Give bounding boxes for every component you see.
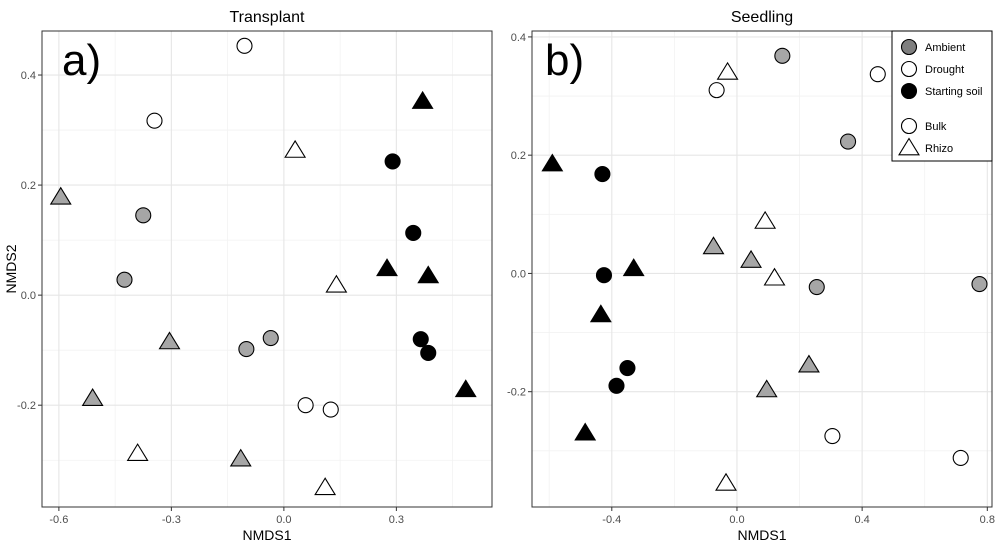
legend-item-drought: Drought (900, 60, 964, 78)
point-ambient-rhizo (702, 236, 725, 255)
point-starting-soil-rhizo (541, 153, 564, 172)
x-tick-label: -0.4 (602, 514, 621, 526)
point-ambient-rhizo (158, 331, 181, 350)
legend-item-bulk: Bulk (900, 117, 947, 135)
point-starting-soil-bulk (405, 224, 422, 242)
panel-border (531, 30, 993, 508)
point-starting-soil-rhizo (454, 379, 477, 398)
point-ambient-bulk (971, 276, 988, 293)
legend-circle-icon (900, 117, 918, 135)
point-starting-soil-rhizo (622, 258, 645, 277)
point-ambient-rhizo (797, 354, 820, 373)
legend-item-starting-soil: Starting soil (900, 82, 982, 100)
x-tick-label: 0.8 (980, 514, 995, 526)
x-axis-title: NMDS1 (737, 527, 786, 543)
data-points (541, 47, 988, 491)
point-starting-soil-bulk (420, 344, 437, 361)
legend-circle-icon (900, 60, 918, 78)
data-points (49, 37, 477, 496)
point-drought-bulk (322, 401, 339, 418)
point-ambient-bulk (262, 330, 279, 347)
point-drought-bulk (708, 82, 725, 99)
x-axis-title: NMDS1 (242, 527, 291, 543)
point-ambient-rhizo (740, 249, 763, 268)
point-drought-rhizo (754, 210, 777, 229)
point-starting-soil-rhizo (417, 265, 440, 284)
y-tick-label: 0.0 (21, 290, 36, 302)
point-ambient-rhizo (229, 448, 252, 467)
point-drought-rhizo (314, 477, 337, 496)
x-tick-label: 0.3 (389, 514, 404, 526)
point-drought-bulk (146, 112, 163, 129)
point-starting-soil-bulk (595, 267, 613, 284)
y-tick-label: 0.2 (511, 150, 526, 162)
panel-tag: a) (62, 36, 101, 85)
point-ambient-rhizo (755, 379, 778, 398)
point-drought-rhizo (284, 139, 307, 158)
point-ambient-bulk (116, 271, 133, 288)
y-tick-label: -0.2 (17, 400, 36, 412)
y-tick-label: 0.0 (511, 268, 526, 280)
point-starting-soil-bulk (594, 166, 611, 183)
point-ambient-bulk (238, 341, 255, 358)
point-drought-rhizo (715, 472, 737, 491)
y-tick-label: 0.4 (511, 32, 526, 44)
point-drought-bulk (297, 397, 314, 414)
y-axis-title: NMDS2 (3, 244, 19, 293)
point-ambient-bulk (808, 278, 825, 296)
panel-title: Transplant (230, 9, 306, 26)
point-drought-rhizo (763, 267, 786, 286)
y-tick-label: -0.2 (507, 387, 526, 399)
point-ambient-rhizo (81, 388, 104, 406)
legend-circle-icon (900, 82, 918, 100)
x-tick-label: -0.3 (162, 514, 181, 526)
panel-border (41, 30, 493, 508)
x-tick-label: -0.6 (49, 514, 68, 526)
legend: Ambient Drought Starting soil Bulk Rhizo (891, 30, 993, 162)
panel-transplant: -0.6 -0.3 0.0 0.3 -0.2 0.0 0.2 0.4 Transplant NMD… (3, 9, 493, 543)
x-tick-label: 0.4 (854, 514, 869, 526)
point-ambient-rhizo (49, 186, 72, 205)
legend-item-ambient: Ambient (900, 38, 965, 56)
point-starting-soil-rhizo (574, 422, 597, 441)
legend-item-rhizo: Rhizo (898, 137, 953, 156)
x-tick-label: 0.0 (276, 514, 291, 526)
point-drought-bulk (824, 427, 841, 445)
panel-tag: b) (545, 36, 584, 85)
legend-label: Rhizo (925, 143, 953, 155)
point-drought-rhizo (716, 61, 739, 80)
legend-label: Drought (925, 64, 964, 76)
legend-label: Starting soil (925, 86, 982, 98)
y-tick-label: 0.2 (21, 180, 36, 192)
legend-label: Bulk (925, 121, 947, 133)
plot-area (42, 31, 492, 507)
y-tick-label: 0.4 (21, 70, 36, 82)
point-starting-soil-bulk (619, 359, 636, 377)
point-drought-bulk (236, 37, 253, 54)
x-tick-label: 0.0 (729, 514, 744, 526)
point-starting-soil-rhizo (411, 90, 434, 109)
legend-circle-icon (900, 38, 918, 56)
point-starting-soil-bulk (608, 377, 625, 394)
panel-title: Seedling (731, 9, 793, 26)
point-starting-soil-bulk (384, 153, 401, 170)
point-drought-rhizo (325, 274, 348, 293)
grid (42, 31, 492, 507)
legend-label: Ambient (925, 42, 965, 54)
legend-triangle-icon (898, 137, 920, 156)
point-starting-soil-rhizo (376, 258, 398, 277)
point-drought-rhizo (126, 443, 149, 462)
point-drought-bulk (869, 66, 886, 83)
point-starting-soil-rhizo (589, 304, 612, 323)
point-ambient-bulk (840, 133, 857, 150)
point-ambient-bulk (135, 207, 152, 224)
point-starting-soil-bulk (412, 331, 429, 348)
point-drought-bulk (952, 449, 969, 466)
point-ambient-bulk (774, 47, 791, 64)
